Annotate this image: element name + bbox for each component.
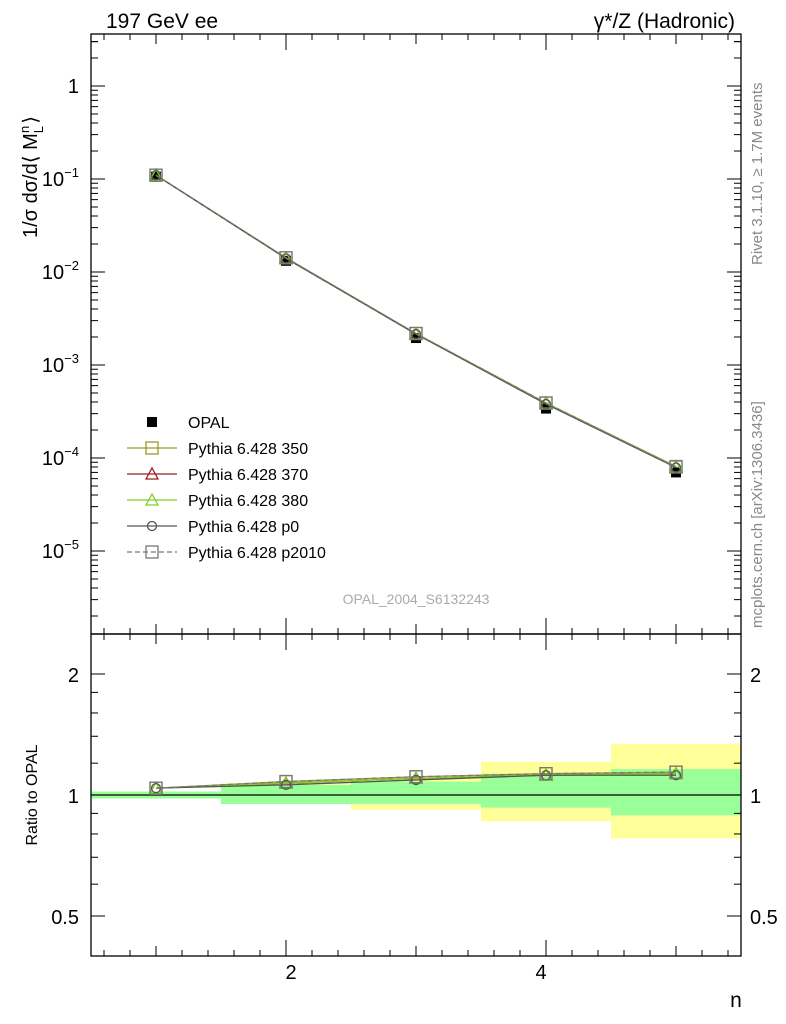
main-panel-series xyxy=(148,167,684,478)
legend-marker xyxy=(146,520,158,532)
legend-label: Pythia 6.428 p0 xyxy=(188,519,299,536)
top-ytick-label-1e-4: 10−4 xyxy=(42,444,79,470)
legend-entry: Pythia 6.428 350 xyxy=(127,441,308,458)
bottom-ytick-labels: 2 1 0.5 xyxy=(51,665,79,929)
legend-entry: OPAL xyxy=(147,415,230,432)
axes xyxy=(90,33,742,957)
right-ytick-label-0.5: 0.5 xyxy=(750,907,778,929)
legend-marker xyxy=(144,492,160,506)
ratio-point xyxy=(280,779,292,790)
legend-entry: Pythia 6.428 370 xyxy=(127,466,308,484)
bottom-ylabel: Ratio to OPAL xyxy=(24,744,41,845)
band-inner xyxy=(351,781,481,804)
ratio-point xyxy=(409,770,423,784)
data-point xyxy=(409,326,423,341)
band-inner xyxy=(611,769,741,816)
legend-label: OPAL xyxy=(188,415,230,432)
data-point xyxy=(280,253,292,264)
top-ytick-label-1e-3: 10−3 xyxy=(42,351,79,377)
ratio-point xyxy=(539,767,553,781)
bottom-ytick-label-1: 1 xyxy=(68,786,79,808)
legend-marker xyxy=(147,417,157,427)
data-point xyxy=(149,168,163,182)
uncertainty-bands xyxy=(91,743,741,839)
rivet-label: Rivet 3.1.10, ≥ 1.7M events xyxy=(749,83,766,266)
ratio-panel-series xyxy=(148,765,684,795)
data-point xyxy=(669,460,683,474)
ratio-point xyxy=(670,770,682,781)
header-left: 197 GeV ee xyxy=(106,10,218,33)
data-point xyxy=(150,170,162,181)
top-ylabel-sup: n xyxy=(17,126,32,133)
legend-entry: Pythia 6.428 p2010 xyxy=(127,545,326,562)
data-point xyxy=(670,462,682,473)
legend-label: Pythia 6.428 350 xyxy=(188,441,308,458)
data-point xyxy=(151,171,161,182)
ratio-point xyxy=(410,774,422,786)
top-ytick-labels: 1 10−1 10−2 10−3 10−4 10−5 xyxy=(42,76,79,563)
header-right: γ*/Z (Hadronic) xyxy=(594,10,735,33)
ratio-series-line xyxy=(155,774,676,789)
top-ytick-label-1e-3-exp: −3 xyxy=(64,351,79,366)
series-line xyxy=(155,174,677,468)
series-line xyxy=(155,174,677,469)
mcplots-label: mcplots.cern.ch [arXiv:1306.3436] xyxy=(749,401,766,628)
legend: OPAL Pythia 6.428 350 Pythia 6.428 370 Pyth… xyxy=(127,415,326,562)
legend-marker xyxy=(145,441,159,455)
data-point xyxy=(279,251,293,265)
top-ytick-label-1e-2: 10−2 xyxy=(42,258,79,284)
data-point xyxy=(539,396,553,410)
bottom-ytick-label-2: 2 xyxy=(68,665,79,687)
legend-label: Pythia 6.428 370 xyxy=(188,467,308,484)
right-ytick-label-1: 1 xyxy=(750,786,761,808)
xtick-label-4: 4 xyxy=(535,962,546,984)
band-inner xyxy=(221,784,351,804)
legend-entry: Pythia 6.428 p0 xyxy=(127,519,299,536)
bottom-right-ytick-labels: 2 1 0.5 xyxy=(750,665,778,929)
xtick-labels: 2 4 xyxy=(285,962,546,984)
ratio-point xyxy=(669,765,683,779)
legend-label: Pythia 6.428 380 xyxy=(188,493,308,510)
top-ytick-label-1e-1-exp: −1 xyxy=(64,165,79,180)
top-ytick-label-1: 1 xyxy=(68,76,79,98)
legend-marker xyxy=(144,466,160,480)
watermark: OPAL_2004_S6132243 xyxy=(343,591,490,607)
top-ylabel-sub: L xyxy=(31,126,46,133)
series-line xyxy=(155,174,677,468)
legend-entry: Pythia 6.428 380 xyxy=(127,492,308,510)
top-ytick-label-1e-5-exp: −5 xyxy=(64,537,79,552)
top-ytick-label-1e-5: 10−5 xyxy=(42,537,79,563)
ratio-series-line xyxy=(155,771,677,789)
top-ytick-label-1e-1: 10−1 xyxy=(42,165,79,191)
bottom-ytick-label-0.5: 0.5 xyxy=(51,907,79,929)
x-axis-label: n xyxy=(730,989,742,1012)
band-inner xyxy=(481,773,611,808)
top-ylabel-text: 1/σ dσ/d⟨ M xyxy=(20,133,42,238)
data-point xyxy=(410,328,422,340)
ratio-point xyxy=(279,774,293,789)
series-line xyxy=(155,174,677,468)
legend-label: Pythia 6.428 p2010 xyxy=(188,545,326,562)
xtick-label-2: 2 xyxy=(285,962,296,984)
data-point xyxy=(281,255,291,266)
top-ylabel: 1/σ dσ/d⟨ MLn ⟩ xyxy=(17,116,46,238)
top-ytick-label-1e-2-exp: −2 xyxy=(64,258,79,273)
top-ylabel-close: ⟩ xyxy=(20,116,42,124)
top-ytick-label-1e-4-exp: −4 xyxy=(64,444,79,459)
ratio-point xyxy=(149,781,163,795)
right-ytick-label-2: 2 xyxy=(750,665,761,687)
legend-marker xyxy=(145,545,159,559)
series-line xyxy=(155,174,677,468)
